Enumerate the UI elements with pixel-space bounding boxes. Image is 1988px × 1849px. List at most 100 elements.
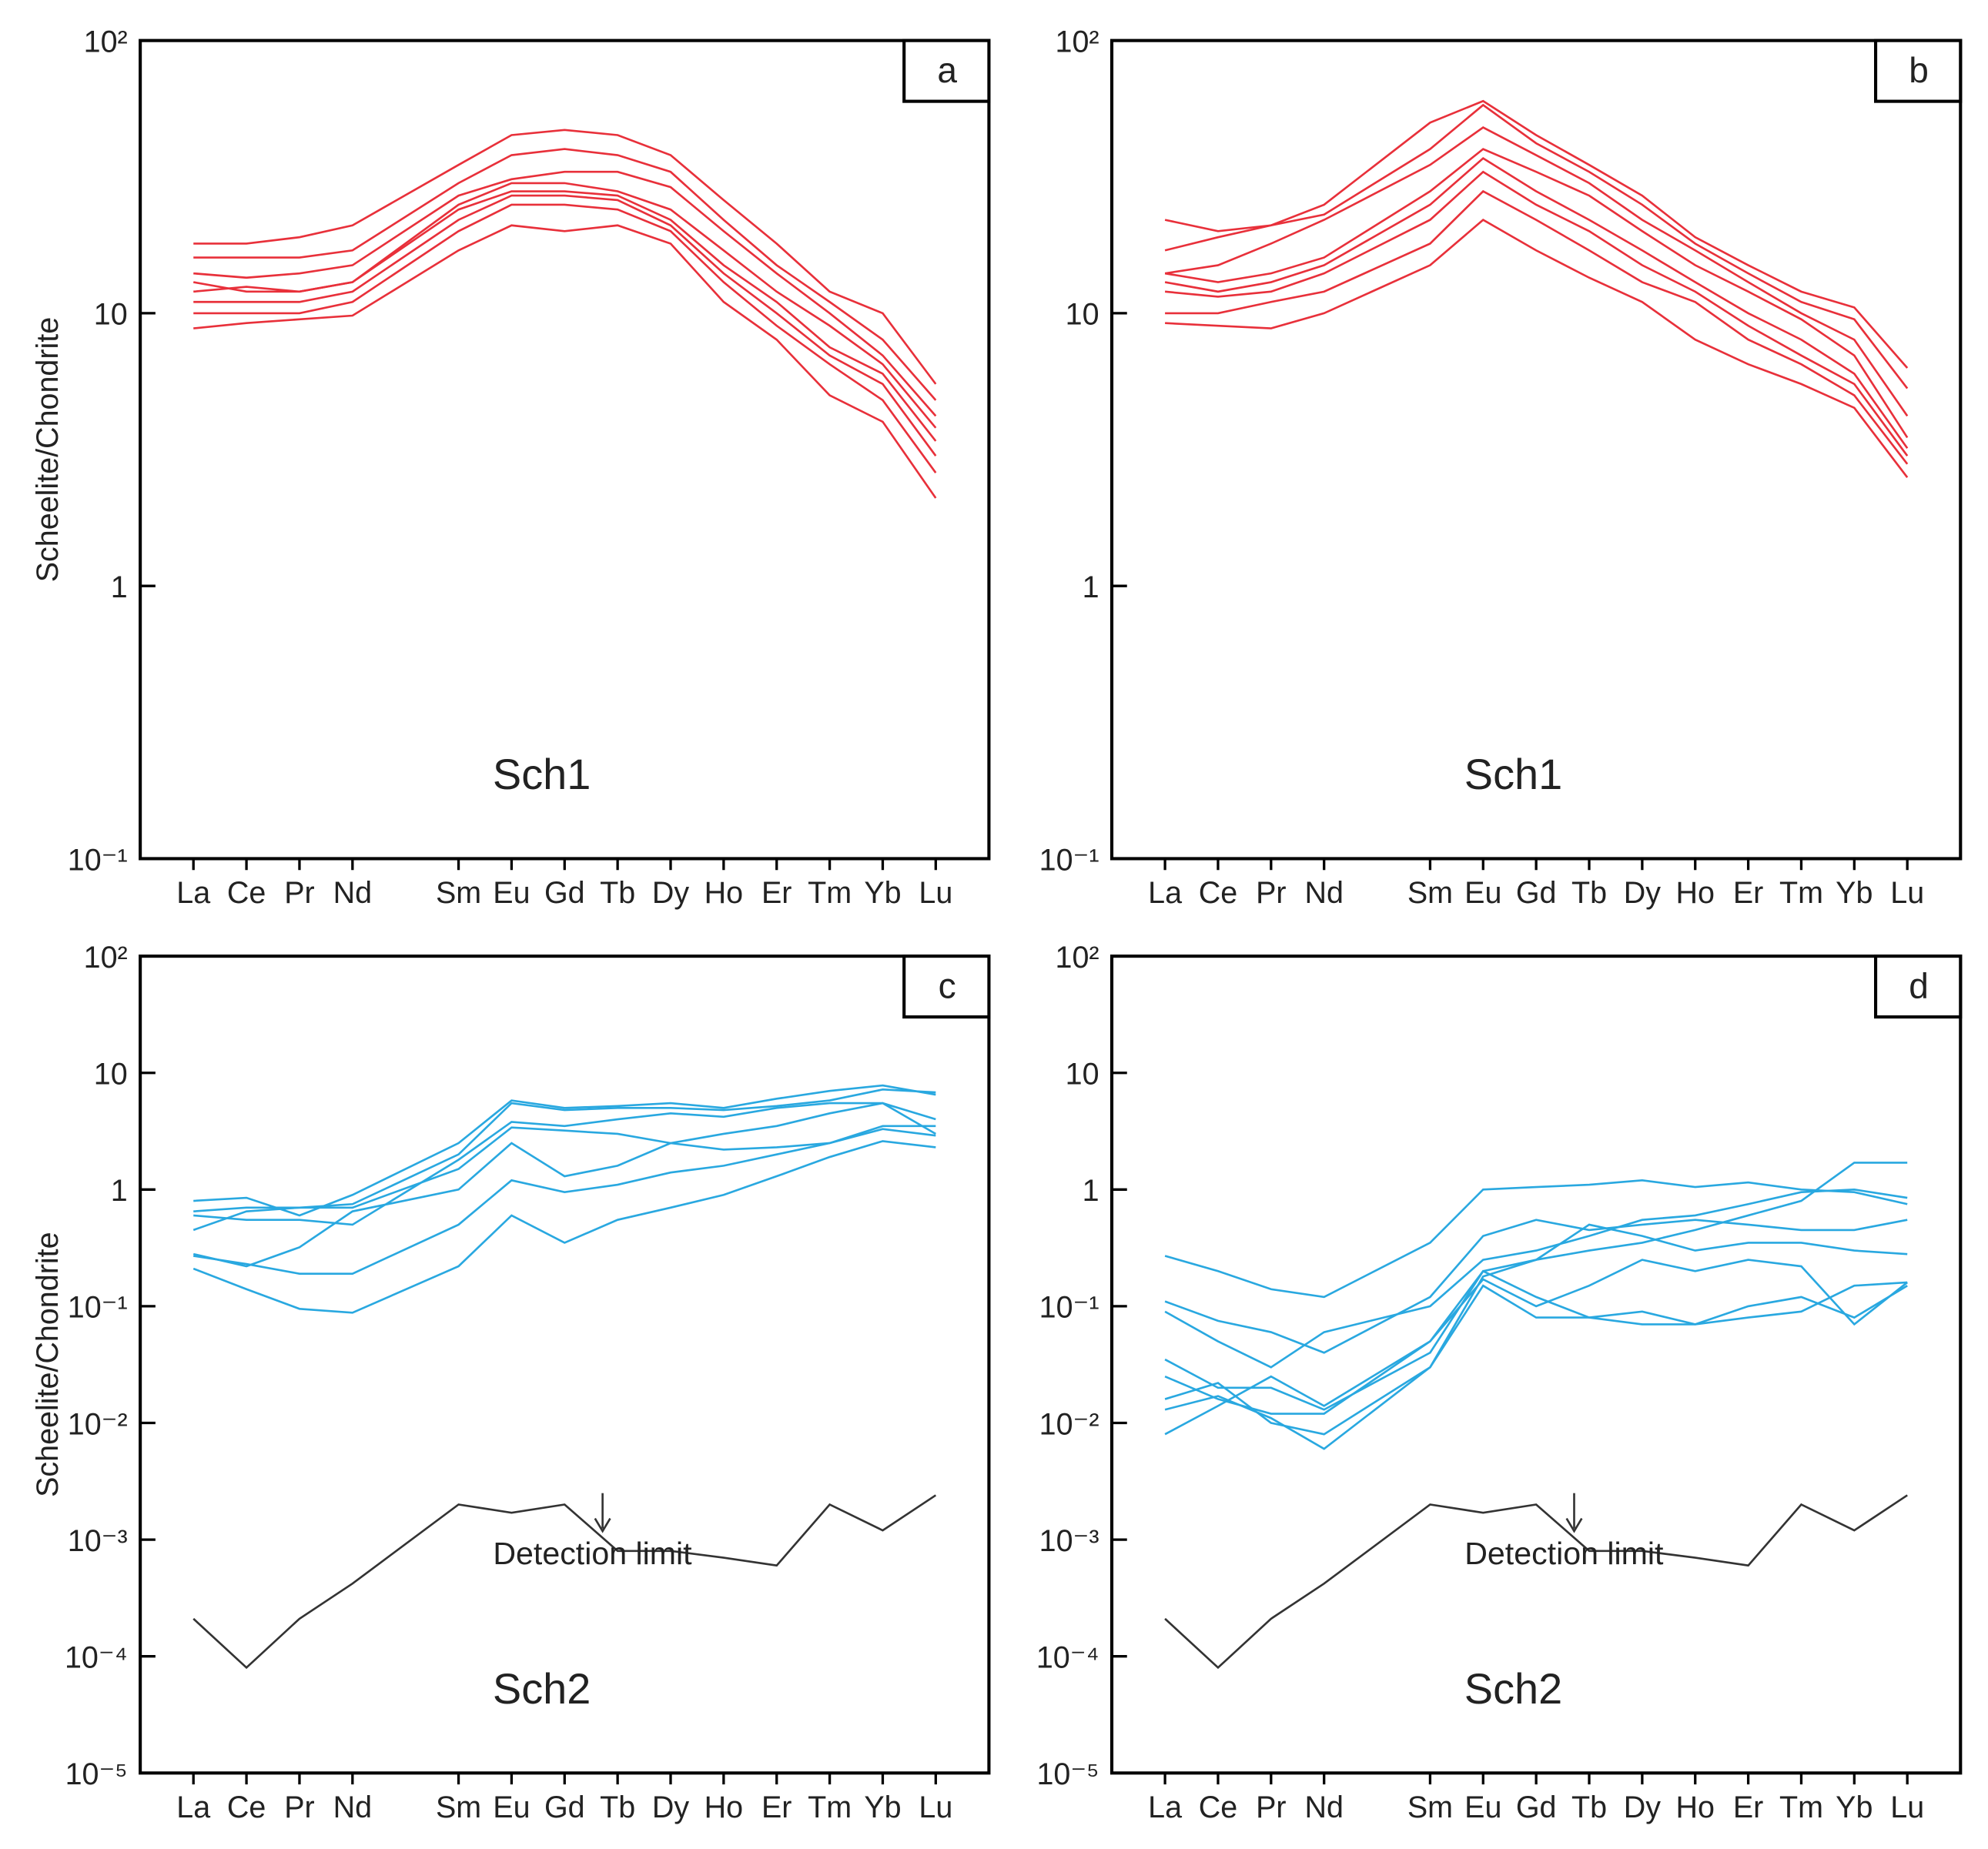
x-tick-label: Dy: [1624, 876, 1662, 910]
x-tick-label: Ce: [227, 1790, 266, 1824]
x-tick-label: Er: [1733, 876, 1763, 910]
y-tick-label: 10⁻⁵: [65, 1757, 128, 1791]
y-axis-title: Scheelite/Chondrite: [31, 317, 65, 582]
y-tick-label: 10⁻²: [1039, 1407, 1099, 1441]
x-tick-label: Gd: [544, 876, 585, 910]
series-line: [192, 1102, 936, 1268]
series-line: [1164, 1219, 1908, 1354]
y-axis-title: Scheelite/Chondrite: [31, 1232, 65, 1496]
x-tick-label: Eu: [493, 1790, 530, 1824]
x-tick-label: Gd: [544, 1790, 585, 1824]
series-line: [1164, 148, 1909, 439]
x-tick-label: Er: [1733, 1790, 1763, 1824]
plot-frame: [1109, 38, 1963, 861]
x-tick-label: Dy: [652, 1790, 690, 1824]
x-tick-label: Yb: [1836, 876, 1873, 910]
x-tick-label: Lu: [1890, 1790, 1924, 1824]
y-tick-label: 10⁻²: [68, 1407, 128, 1441]
y-tick-label: 10⁻¹: [1039, 1291, 1099, 1325]
x-tick-label: Er: [761, 1790, 792, 1824]
series-line: [192, 1494, 937, 1670]
x-tick-label: Dy: [1624, 1790, 1662, 1824]
x-tick-label: Lu: [1890, 876, 1924, 910]
x-tick-label: Ce: [227, 876, 266, 910]
y-tick-label: 10⁻¹: [1039, 843, 1099, 877]
x-tick-label: Tb: [1571, 876, 1607, 910]
y-tick-label: 10: [94, 1058, 128, 1092]
y-tick-label: 1: [1083, 570, 1099, 604]
y-tick-label: 10⁻⁵: [1036, 1757, 1099, 1791]
series-line: [1164, 1269, 1908, 1436]
annotation-arrowhead: [1565, 1517, 1583, 1533]
x-tick-label: Pr: [284, 876, 314, 910]
annotation: Detection limit: [493, 1536, 692, 1571]
y-tick-label: 10²: [84, 25, 128, 59]
panel-label: b: [1909, 50, 1929, 90]
sample-label: Sch1: [1464, 750, 1562, 798]
x-tick-label: Pr: [1256, 1790, 1286, 1824]
x-tick-label: La: [176, 1790, 210, 1824]
sample-label: Sch2: [493, 1664, 591, 1713]
x-tick-label: Tm: [1779, 1790, 1823, 1824]
x-tick-label: Eu: [1464, 876, 1501, 910]
panel-label-box: [902, 38, 991, 103]
y-tick-label: 10⁻¹: [68, 1291, 128, 1325]
series-line: [193, 1102, 936, 1226]
series-line: [1165, 219, 1909, 479]
x-tick-label: Nd: [333, 876, 372, 910]
series-line: [1164, 103, 1909, 390]
plot-frame: [1109, 955, 1963, 1775]
x-tick-label: Ho: [1676, 876, 1715, 910]
y-tick-label: 1: [111, 1174, 128, 1208]
series-line: [193, 190, 937, 442]
y-tick-label: 10²: [1056, 25, 1099, 59]
y-tick-label: 10: [1066, 1058, 1099, 1092]
x-tick-label: Ce: [1199, 1790, 1237, 1824]
x-tick-label: Sm: [436, 1790, 481, 1824]
annotation: Detection limit: [1464, 1536, 1664, 1571]
series-line: [1164, 1162, 1908, 1436]
plot-frame: [139, 38, 991, 861]
x-tick-label: Tb: [600, 876, 635, 910]
y-tick-label: 10⁻³: [68, 1524, 128, 1558]
panel-label-box: [1874, 38, 1963, 103]
x-tick-label: Lu: [919, 1790, 952, 1824]
x-tick-label: Yb: [1836, 1790, 1873, 1824]
x-tick-label: Yb: [864, 1790, 901, 1824]
y-tick-label: 10²: [84, 941, 128, 975]
series-line: [1164, 156, 1909, 449]
sample-label: Sch2: [1464, 1664, 1562, 1713]
series-line: [193, 203, 937, 473]
x-tick-label: Nd: [1304, 876, 1343, 910]
x-tick-label: La: [1148, 876, 1182, 910]
x-tick-label: Nd: [1304, 1790, 1343, 1824]
x-tick-label: Tm: [808, 876, 852, 910]
series-line: [1164, 1259, 1909, 1415]
series-line: [1164, 1189, 1908, 1369]
x-tick-label: Sm: [436, 876, 481, 910]
series-line: [192, 1140, 936, 1314]
series-line: [1164, 170, 1909, 456]
y-tick-label: 10⁻⁴: [65, 1641, 128, 1675]
x-tick-label: Ho: [1676, 1790, 1715, 1824]
series-line: [193, 1084, 936, 1217]
series-line: [193, 194, 937, 456]
x-tick-label: Eu: [1464, 1790, 1501, 1824]
series-line: [193, 1128, 936, 1275]
x-tick-label: Ho: [705, 1790, 743, 1824]
x-tick-label: Pr: [284, 1790, 314, 1824]
x-tick-label: Er: [761, 876, 792, 910]
series-line: [1164, 99, 1909, 369]
y-tick-label: 10: [1066, 298, 1099, 332]
x-tick-label: Gd: [1516, 876, 1557, 910]
x-tick-label: Ho: [705, 876, 743, 910]
series-line: [193, 224, 937, 499]
panel-label-box: [1874, 955, 1963, 1019]
y-tick-label: 10: [94, 298, 128, 332]
series-line: [193, 148, 937, 401]
series-line: [1164, 1494, 1908, 1670]
y-tick-label: 1: [111, 570, 128, 604]
series-line: [193, 129, 937, 385]
